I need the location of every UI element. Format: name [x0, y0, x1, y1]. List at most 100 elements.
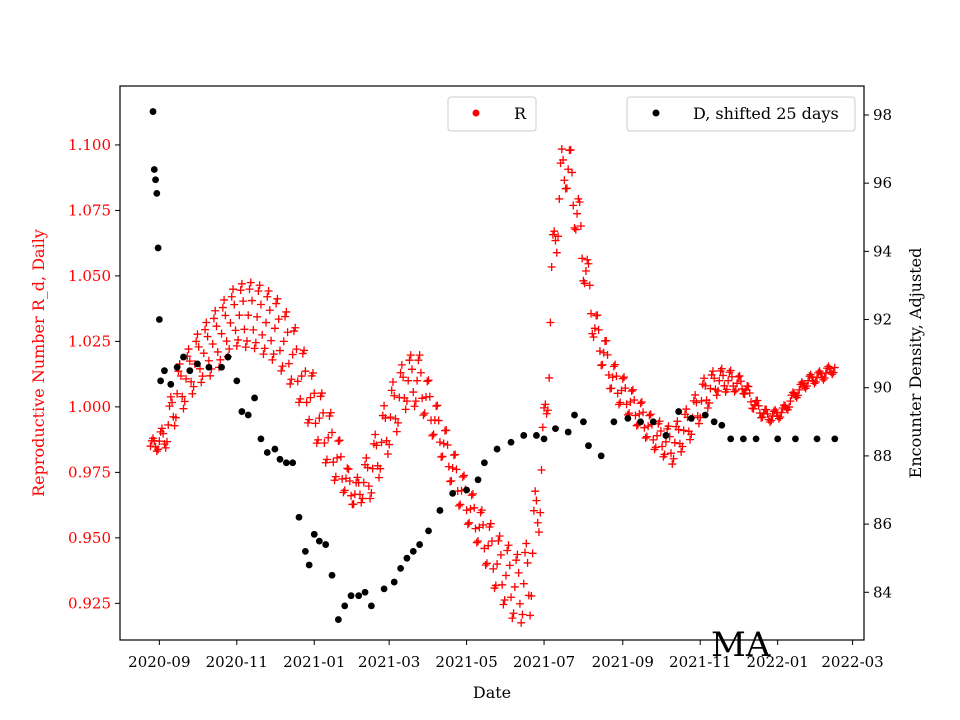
r-point [631, 411, 640, 420]
r-point [281, 312, 290, 321]
r-point [722, 385, 731, 394]
d-point [425, 527, 432, 535]
left-tick-label: 0.925 [68, 594, 111, 612]
r-point [463, 520, 472, 529]
d-point [301, 547, 309, 555]
r-point [701, 381, 710, 390]
r-point [218, 303, 227, 312]
r-point [185, 357, 194, 366]
d-point [718, 421, 726, 429]
x-tick-label: 2022-01 [746, 653, 808, 671]
r-point [168, 398, 177, 407]
d-point [687, 415, 695, 422]
r-point [763, 409, 772, 418]
d-point [310, 530, 318, 538]
r-point [731, 386, 740, 395]
r-point [534, 528, 543, 537]
r-point [260, 344, 269, 353]
r-point [602, 336, 611, 345]
d-series [149, 108, 839, 623]
r-point [697, 396, 706, 405]
r-point [678, 442, 687, 451]
r-point [503, 546, 512, 555]
r-point [221, 311, 230, 320]
r-point [406, 351, 415, 360]
r-point [641, 433, 650, 442]
r-point [519, 579, 528, 588]
left-tick-label: 1.050 [68, 267, 111, 285]
r-point [353, 473, 362, 482]
d-point [397, 565, 404, 572]
r-point [401, 405, 410, 414]
d-point [361, 588, 369, 596]
d-point [155, 316, 163, 323]
r-point [496, 550, 505, 559]
r-point [420, 409, 429, 418]
d-point [507, 438, 515, 446]
r-point [703, 404, 712, 413]
r-point [538, 423, 547, 432]
r-point [343, 464, 352, 473]
r-point [575, 197, 584, 206]
r-point [512, 556, 521, 565]
r-point [706, 384, 715, 393]
r-point [730, 387, 739, 396]
r-point [161, 443, 170, 452]
r-point [330, 476, 339, 485]
r-point [674, 425, 683, 434]
r-point [518, 610, 527, 619]
d-point [637, 418, 644, 426]
r-point [201, 325, 210, 334]
r-point [551, 236, 560, 245]
r-point [315, 414, 324, 423]
r-point [510, 582, 519, 591]
d-point [152, 176, 159, 184]
r-point [187, 377, 196, 386]
d-point [540, 435, 548, 443]
r-point [263, 292, 272, 301]
d-point [390, 578, 398, 586]
r-point [385, 440, 394, 449]
r-point [557, 145, 566, 154]
r-point [448, 463, 457, 472]
d-point [624, 415, 632, 422]
r-point [786, 397, 795, 406]
r-point [776, 413, 785, 422]
r-point [264, 287, 273, 296]
r-point [467, 491, 476, 500]
r-point [204, 356, 213, 365]
r-point [202, 318, 211, 327]
legend-r-box [447, 96, 537, 132]
r-point [189, 382, 198, 391]
r-point [583, 255, 592, 264]
r-point [193, 330, 202, 339]
r-point [381, 414, 390, 423]
r-point [713, 386, 722, 395]
r-point [607, 384, 616, 393]
r-point [669, 454, 678, 463]
r-point [566, 145, 575, 154]
r-point [246, 278, 255, 287]
left-tick-label: 0.975 [68, 463, 111, 481]
x-tick-label: 2021-05 [435, 653, 497, 671]
r-point [705, 398, 714, 407]
r-point [241, 343, 250, 352]
r-point [301, 367, 310, 376]
r-point [594, 325, 603, 334]
r-point [279, 337, 288, 346]
r-point [334, 437, 343, 446]
r-point [248, 296, 257, 305]
r-point [521, 548, 530, 557]
r-point [296, 394, 305, 403]
r-point [425, 392, 434, 401]
r-point [362, 453, 371, 462]
d-point [186, 367, 194, 375]
r-point [547, 263, 556, 272]
r-point [495, 532, 504, 541]
right-tick-label: 92 [873, 311, 892, 329]
r-point [618, 374, 627, 383]
r-point [240, 325, 249, 334]
x-tick-label: 2022-03 [821, 653, 883, 671]
r-point [508, 614, 517, 623]
r-point [265, 306, 274, 315]
